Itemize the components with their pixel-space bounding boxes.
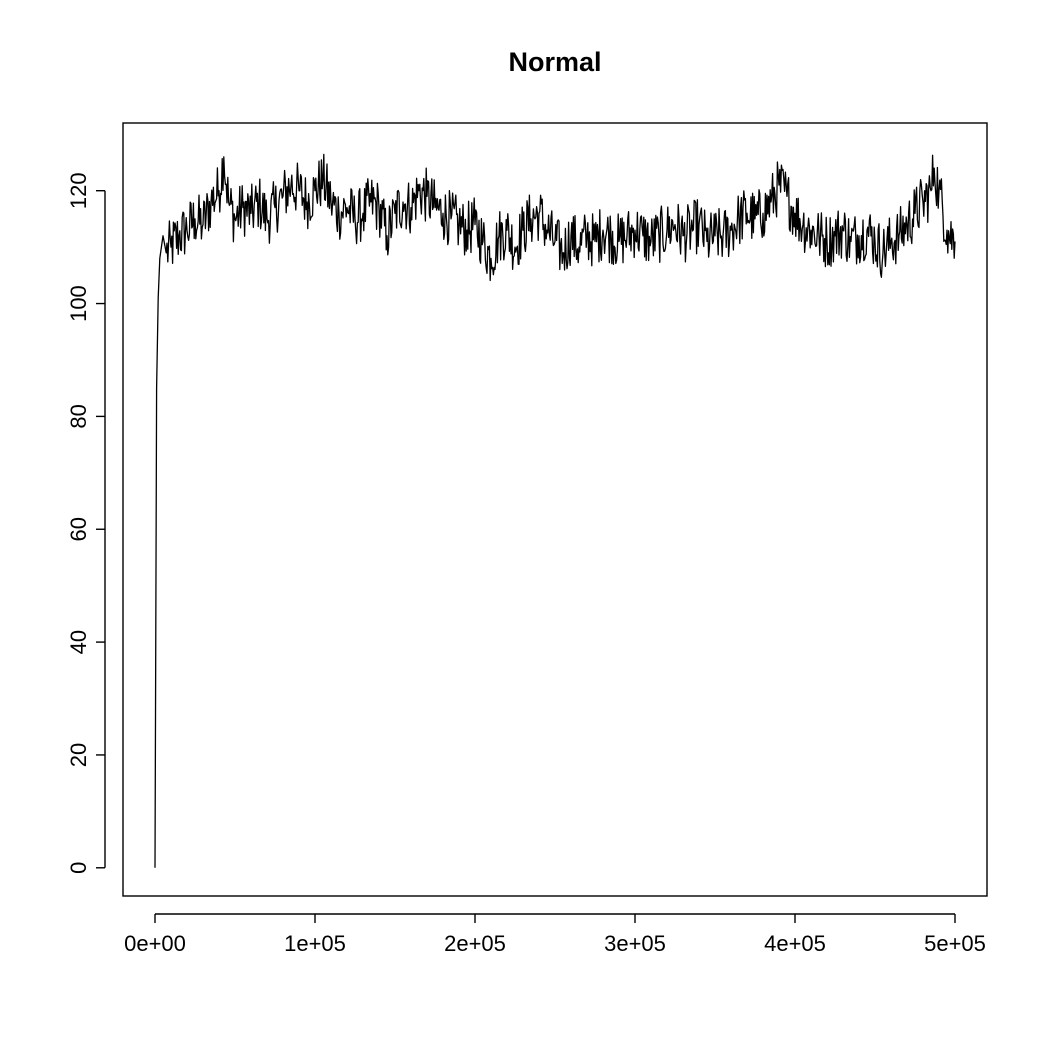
series-line <box>154 153 956 868</box>
y-tick-label: 100 <box>66 285 91 322</box>
chart-title: Normal <box>508 47 601 77</box>
x-tick-label: 2e+05 <box>444 931 506 956</box>
y-tick-label: 20 <box>66 743 91 767</box>
y-axis: 0 20 40 60 80 100 120 <box>66 172 106 874</box>
series-layer <box>154 153 956 868</box>
y-tick-label: 40 <box>66 630 91 654</box>
x-tick-label: 1e+05 <box>284 931 346 956</box>
y-tick-label: 0 <box>66 862 91 874</box>
x-tick-label: 0e+00 <box>124 931 186 956</box>
x-tick-label: 5e+05 <box>924 931 986 956</box>
x-axis: 0e+00 1e+05 2e+05 3e+05 4e+05 5e+05 <box>124 913 986 956</box>
y-tick-label: 80 <box>66 404 91 428</box>
y-tick-label: 60 <box>66 517 91 541</box>
y-tick-label: 120 <box>66 172 91 209</box>
x-tick-label: 3e+05 <box>604 931 666 956</box>
x-tick-label: 4e+05 <box>764 931 826 956</box>
plot-box <box>122 122 988 897</box>
